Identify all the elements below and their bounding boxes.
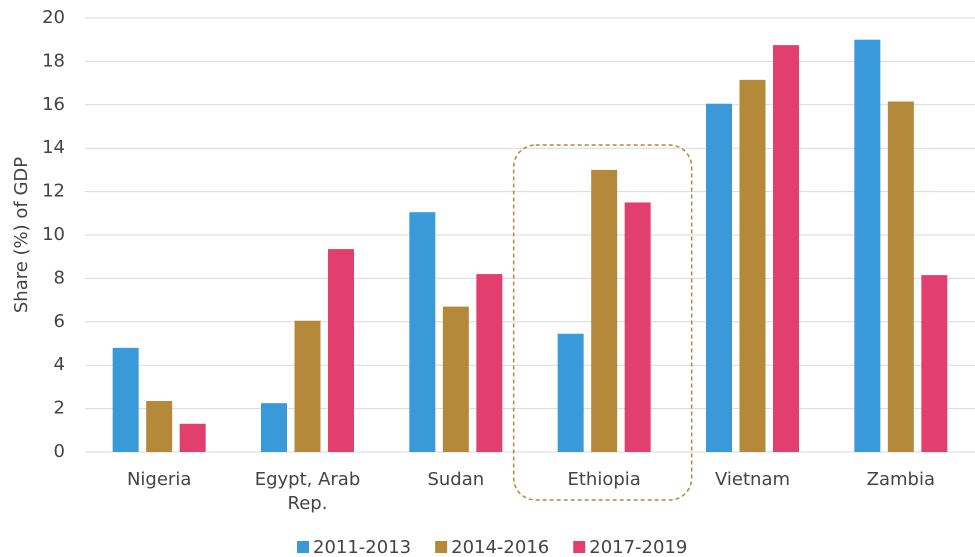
bar [739, 79, 766, 452]
y-tick-label: 4 [54, 354, 65, 375]
x-tick-label-line: Egypt, Arab [255, 469, 361, 490]
bar [557, 333, 584, 452]
y-tick-label: 14 [42, 137, 65, 158]
bar [328, 249, 354, 452]
legend-label: 2014-2016 [451, 537, 549, 557]
bar [179, 423, 206, 452]
bar [442, 306, 469, 452]
y-tick-label: 10 [42, 224, 65, 245]
x-tick-label: Egypt, Arab Rep. [255, 469, 361, 514]
y-tick-label: 20 [42, 7, 65, 28]
y-tick-label: 6 [54, 311, 65, 332]
bar [476, 274, 503, 452]
bar [591, 169, 618, 452]
legend-swatch [573, 541, 586, 553]
bar [624, 202, 651, 452]
y-tick-label: 12 [42, 181, 65, 202]
y-tick-label: 0 [54, 441, 65, 462]
bar [773, 45, 799, 452]
bar [112, 347, 139, 452]
legend-swatch [297, 541, 309, 553]
bar [706, 103, 732, 452]
bar [854, 39, 881, 452]
legend-label: 2017-2019 [589, 537, 687, 557]
y-tick-label: 16 [42, 94, 65, 115]
y-tick-label: 8 [54, 267, 65, 288]
legend-label: 2011-2013 [313, 537, 411, 557]
legend-swatch [435, 541, 448, 553]
x-tick-label-line: Rep. [288, 493, 328, 514]
x-tick-label: Ethiopia [568, 469, 641, 490]
x-tick-label: Nigeria [127, 469, 191, 490]
bar [887, 101, 914, 453]
x-tick-label: Zambia [867, 469, 935, 490]
x-tick-label: Vietnam [715, 469, 790, 490]
bar [146, 401, 173, 452]
y-axis-label: Share (%) of GDP [11, 157, 32, 313]
x-tick-label: Sudan [427, 469, 484, 490]
y-tick-label: 18 [42, 50, 65, 71]
bar [261, 403, 287, 452]
bar [409, 212, 436, 452]
y-tick-label: 2 [54, 398, 65, 419]
bar [921, 275, 948, 452]
highlight-box [512, 144, 693, 501]
bar [294, 320, 321, 452]
